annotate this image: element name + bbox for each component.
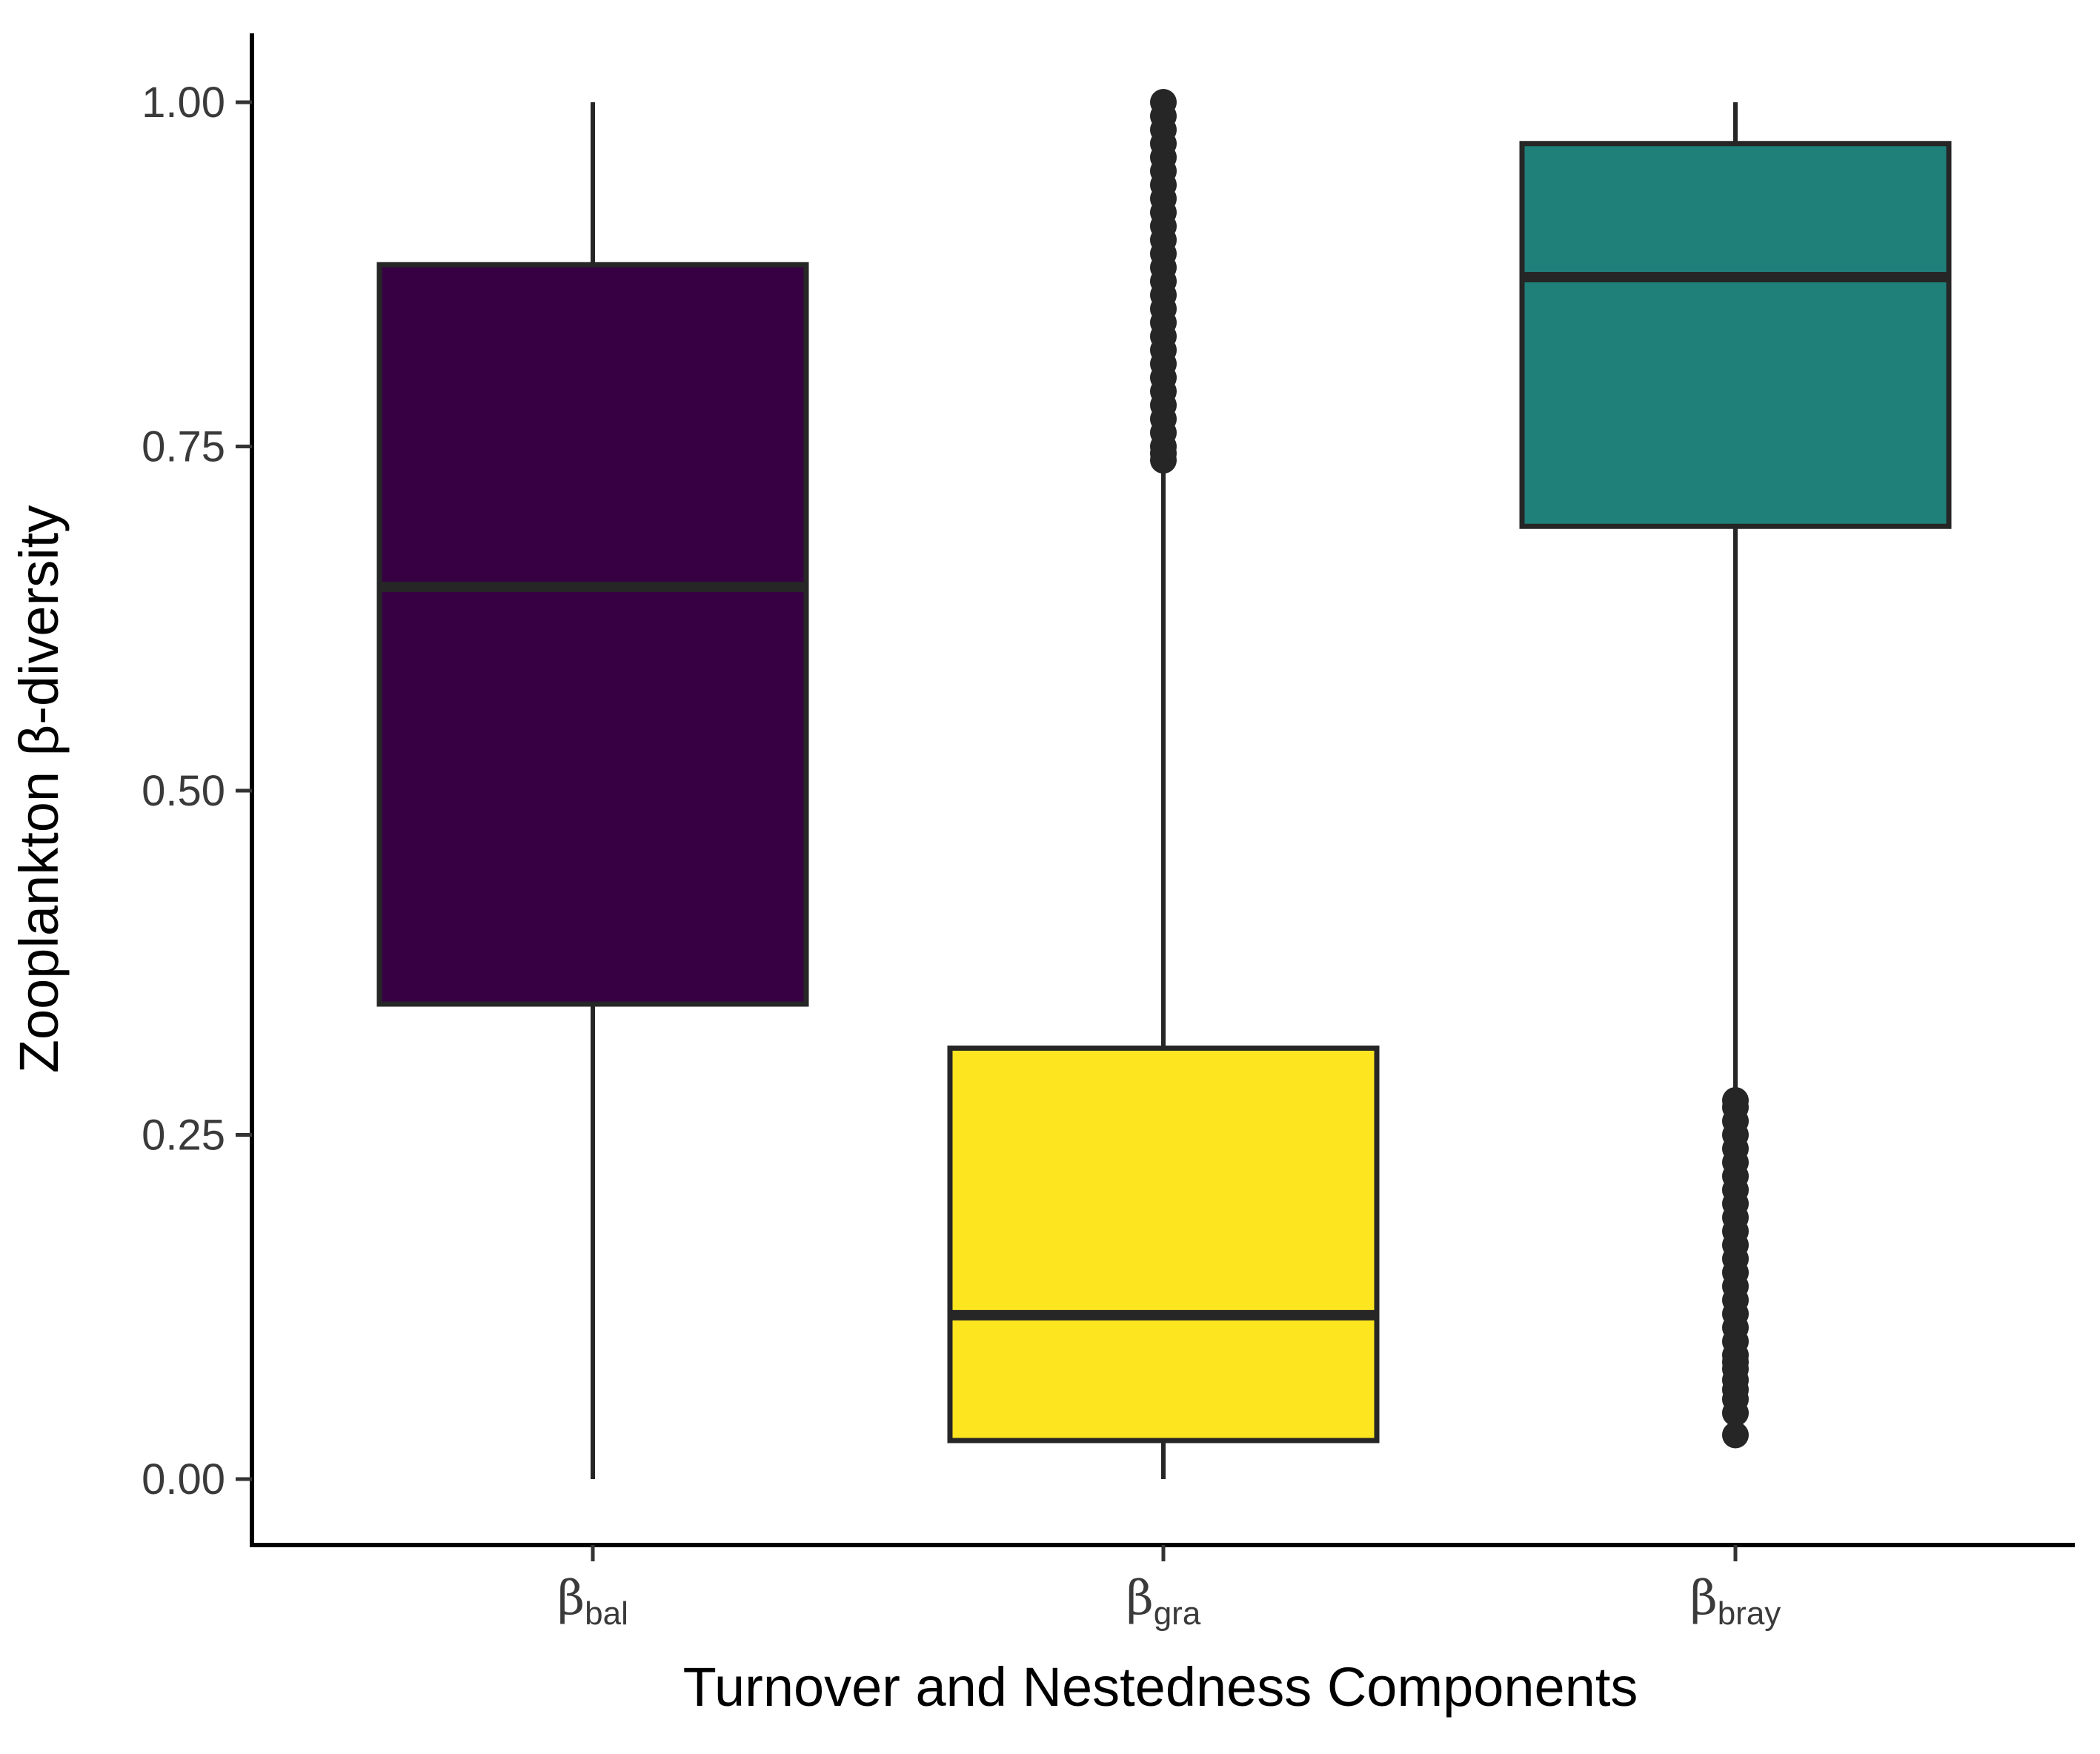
- box-group-1: [376, 102, 809, 1479]
- boxes-layer: [376, 89, 1952, 1479]
- x-tick-subscript: bal: [585, 1595, 628, 1632]
- x-tick-label: βgra: [1126, 1571, 1201, 1632]
- y-tick-label: 0.50: [142, 767, 225, 815]
- y-tick-label: 0.00: [142, 1455, 225, 1504]
- y-tick-label: 0.25: [142, 1112, 225, 1160]
- y-tick-label: 1.00: [142, 79, 225, 127]
- outlier-point: [1722, 1421, 1749, 1449]
- x-tick-symbol: β: [1126, 1571, 1154, 1626]
- outlier-point: [1150, 89, 1177, 116]
- x-tick-subscript: gra: [1154, 1595, 1201, 1632]
- x-tick-label: βbal: [557, 1571, 628, 1632]
- y-axis-title: Zooplankton β-diversity: [8, 505, 70, 1073]
- x-tick-label: βbray: [1690, 1571, 1781, 1632]
- x-tick-subscript: bray: [1718, 1595, 1781, 1632]
- y-tick-label: 0.75: [142, 423, 225, 471]
- box-group-3: [1519, 102, 1952, 1449]
- iqr-box: [947, 1045, 1380, 1444]
- iqr-box: [376, 262, 809, 1007]
- x-axis-title: Turnover and Nestedness Components: [683, 1656, 1638, 1718]
- box-group-2: [947, 89, 1380, 1479]
- x-tick-symbol: β: [557, 1571, 585, 1626]
- outlier-point: [1722, 1087, 1749, 1114]
- iqr-box: [1519, 141, 1952, 529]
- x-tick-symbol: β: [1690, 1571, 1718, 1626]
